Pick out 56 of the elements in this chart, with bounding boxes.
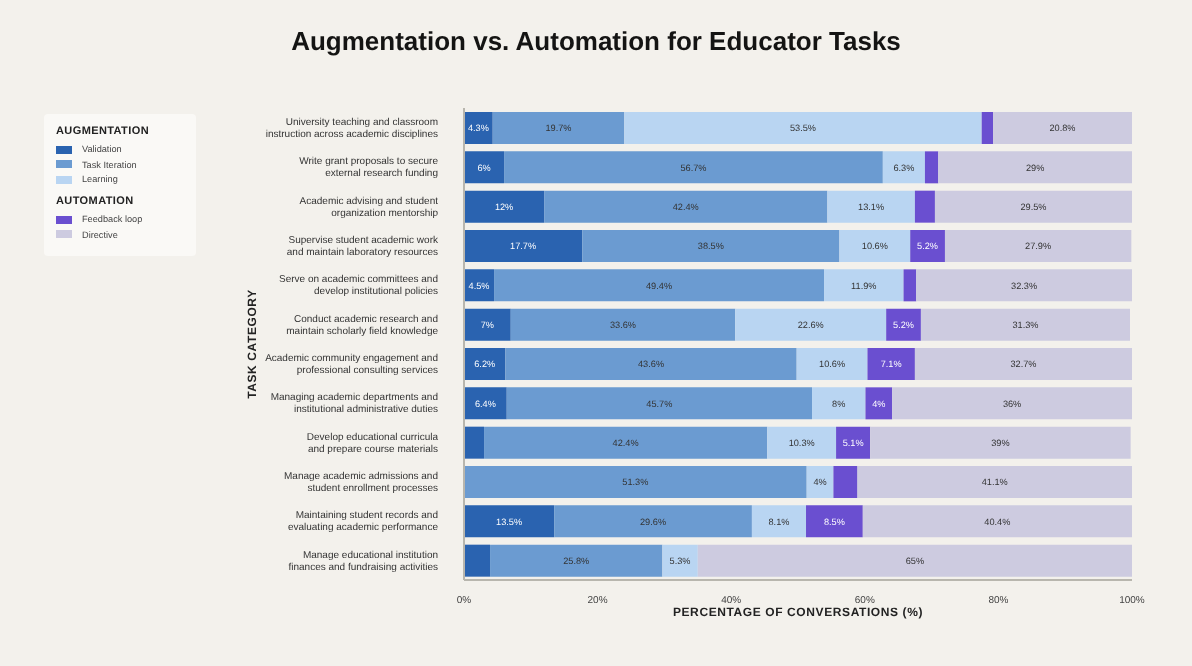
bar <box>492 112 625 144</box>
bar <box>735 308 887 341</box>
bar <box>464 230 583 262</box>
bar <box>916 269 1132 302</box>
bar <box>464 544 491 577</box>
bar <box>464 308 511 341</box>
bar <box>833 466 858 498</box>
bar <box>464 151 505 184</box>
bar <box>662 544 698 577</box>
bar <box>827 190 915 223</box>
bar <box>751 505 807 538</box>
bar <box>920 308 1130 341</box>
bar <box>839 230 911 262</box>
bar <box>910 230 945 262</box>
bar <box>582 230 840 262</box>
bar <box>934 190 1132 223</box>
bar <box>924 151 939 184</box>
bar <box>697 544 1132 577</box>
bar <box>944 230 1132 262</box>
bar <box>767 426 837 459</box>
bar <box>796 348 868 380</box>
bar <box>510 308 736 341</box>
bar <box>554 505 752 538</box>
bar <box>981 112 994 144</box>
bar <box>882 151 925 184</box>
bar <box>870 426 1131 459</box>
bar <box>505 348 797 380</box>
bar <box>464 348 506 380</box>
bar <box>892 387 1132 420</box>
bar <box>865 387 893 420</box>
chart-title: Augmentation vs. Automation for Educator Tasks <box>289 26 903 56</box>
bar <box>464 505 555 538</box>
bar <box>624 112 982 144</box>
bar <box>993 112 1132 144</box>
bar <box>836 426 871 459</box>
bar <box>857 466 1132 498</box>
bar <box>903 269 917 302</box>
bar <box>464 426 485 459</box>
bar <box>886 308 921 341</box>
bar <box>914 190 935 223</box>
bar <box>504 151 883 184</box>
bar <box>544 190 828 223</box>
bar <box>490 544 663 577</box>
bar <box>506 387 813 420</box>
bar <box>484 426 768 459</box>
bar <box>938 151 1132 184</box>
bar <box>464 387 507 420</box>
bar <box>824 269 904 302</box>
bar <box>862 505 1132 538</box>
bar <box>464 466 807 498</box>
bar <box>867 348 915 380</box>
bar <box>494 269 825 302</box>
bar <box>812 387 866 420</box>
bar <box>914 348 1132 380</box>
bar <box>464 190 545 223</box>
bar <box>806 505 863 538</box>
